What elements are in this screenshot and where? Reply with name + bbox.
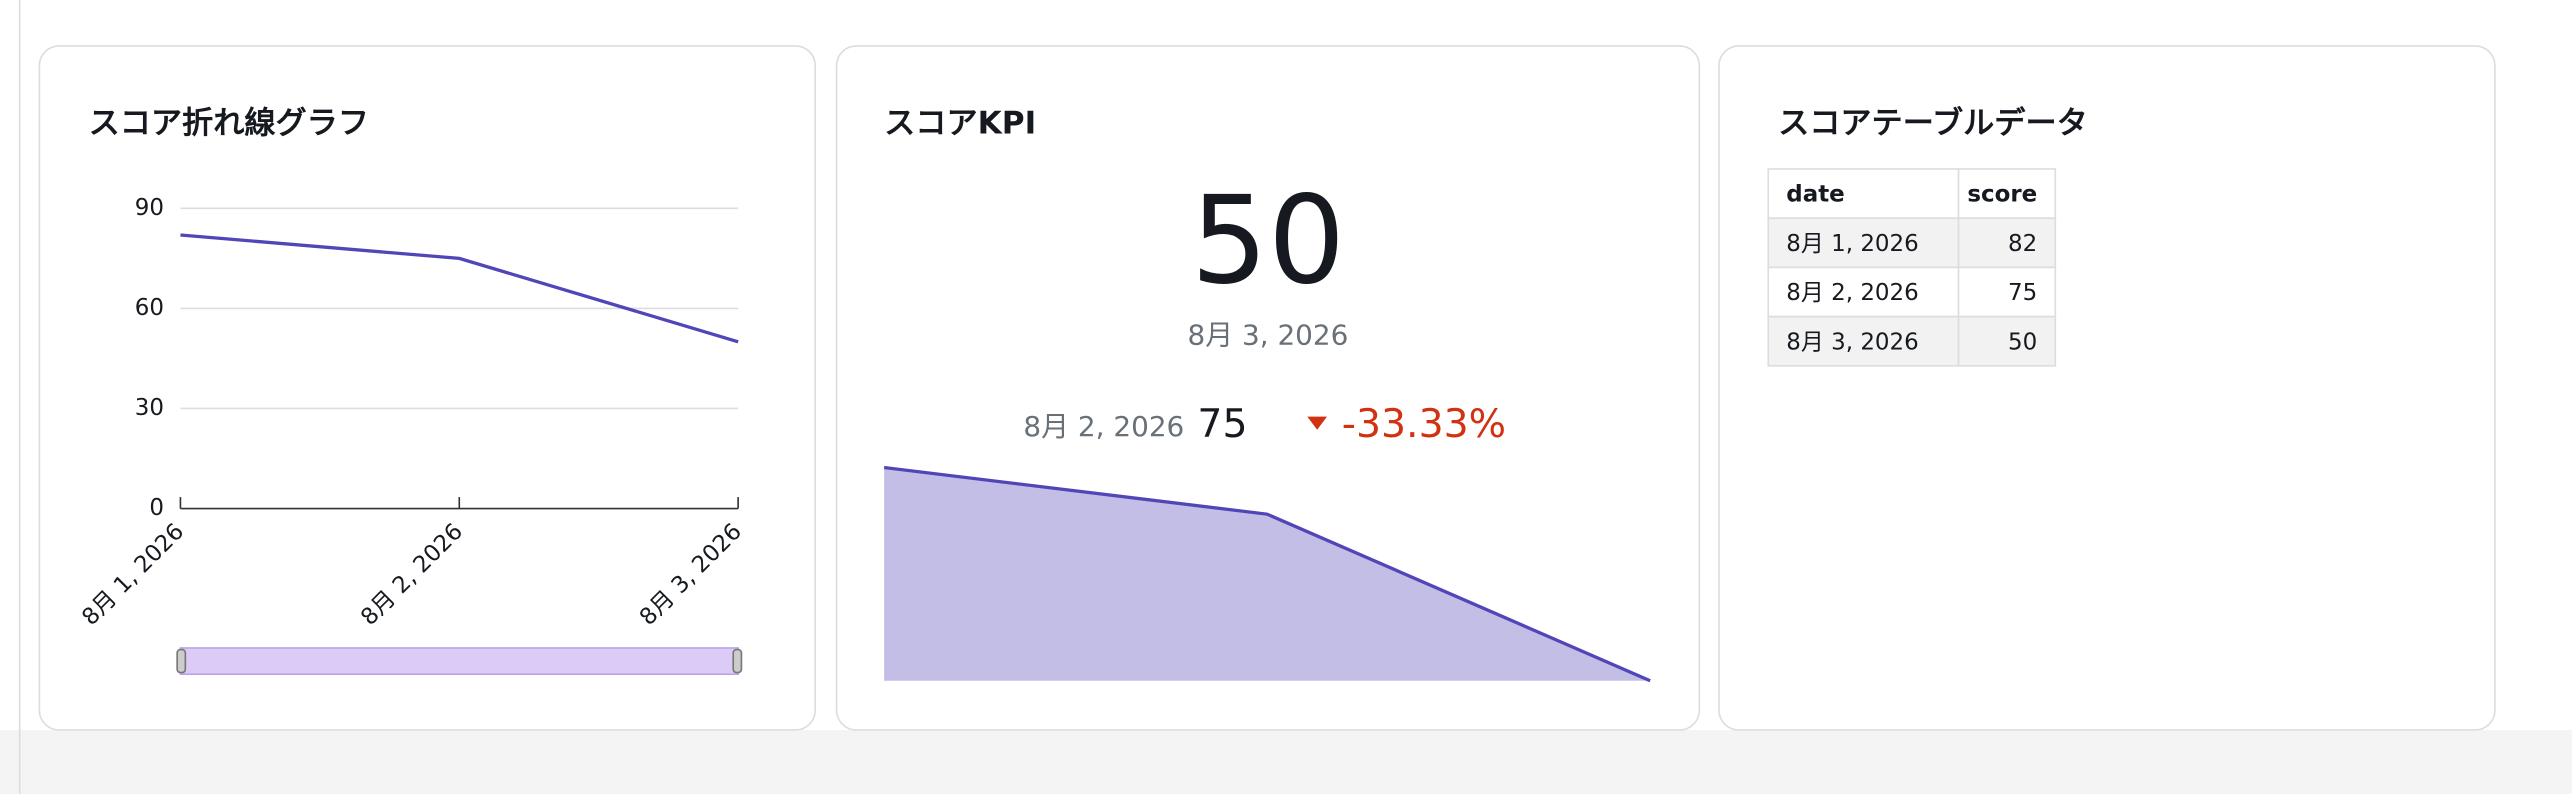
y-tick-label: 0 — [149, 495, 164, 521]
table-header-cell — [1957, 168, 2057, 220]
table-header: date — [1786, 182, 1844, 208]
panel-title: スコアKPI — [884, 106, 1036, 142]
area-fill — [884, 467, 1651, 681]
table-cell-text: 75 — [2008, 280, 2037, 306]
kpi-value: 50 — [1191, 170, 1345, 312]
slider-handle[interactable] — [176, 648, 187, 674]
panel — [1718, 45, 2496, 731]
table-cell — [1767, 315, 1960, 367]
panel — [38, 45, 817, 731]
table-cell — [1957, 217, 2057, 269]
slider-handle[interactable] — [732, 648, 743, 674]
change-arrow — [1307, 416, 1328, 430]
panel-title: スコア折れ線グラフ — [89, 106, 369, 142]
table-cell-text: 50 — [2008, 329, 2037, 355]
kpi-date: 8月 3, 2026 — [1188, 318, 1349, 351]
line-series — [180, 233, 739, 344]
table-cell-text: 82 — [2008, 231, 2037, 257]
table-cell-text: 8月 3, 2026 — [1786, 329, 1918, 355]
y-tick-label: 30 — [135, 395, 164, 421]
range-slider[interactable] — [179, 647, 739, 676]
y-tick-label: 90 — [135, 195, 164, 221]
table-cell-text: 8月 1, 2026 — [1786, 231, 1918, 257]
table-cell — [1957, 315, 2057, 367]
compare-value: 75 — [1197, 401, 1247, 447]
table-header: score — [1967, 182, 2037, 208]
table-cell-text: 8月 2, 2026 — [1786, 280, 1918, 306]
area-line — [883, 465, 1651, 683]
y-tick-label: 60 — [135, 295, 164, 321]
panel-title: スコアテーブルデータ — [1778, 106, 2088, 142]
compare-date: 8月 2, 2026 — [1023, 410, 1184, 443]
background — [0, 729, 2572, 794]
table-cell — [1957, 266, 2057, 318]
change-label: -33.33% — [1342, 401, 1506, 447]
table-header-cell — [1767, 168, 1960, 220]
panel — [835, 45, 1701, 731]
